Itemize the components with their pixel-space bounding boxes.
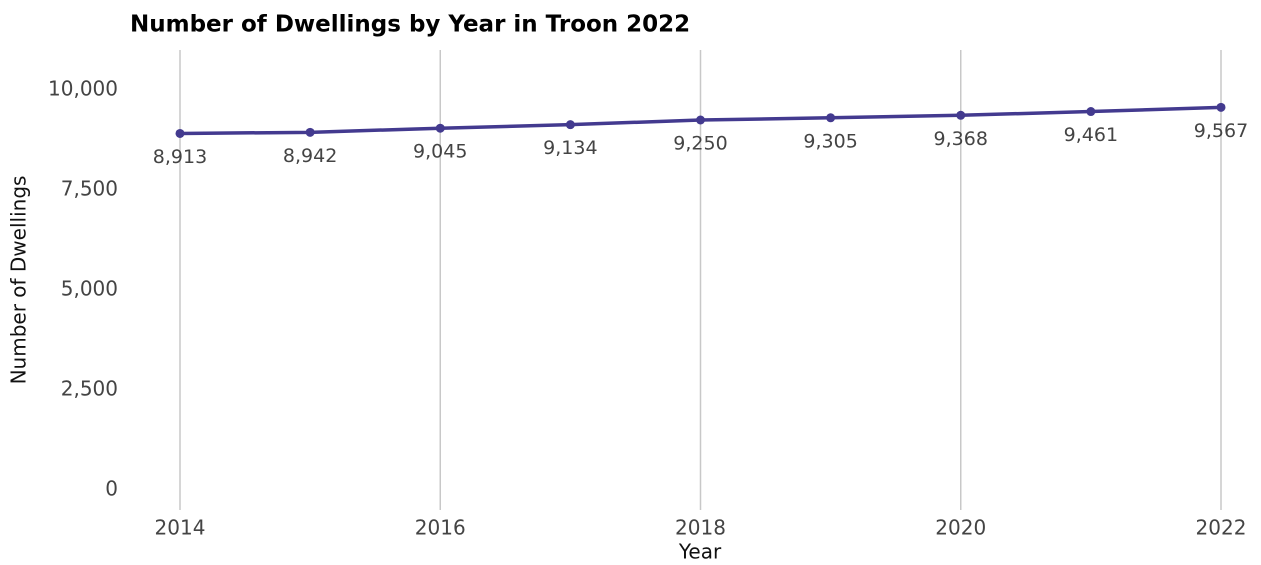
data-label: 9,250 — [673, 133, 727, 155]
x-tick-label: 2022 — [1196, 516, 1247, 540]
data-label: 9,368 — [934, 128, 988, 150]
data-label: 9,461 — [1064, 124, 1118, 146]
data-point — [696, 115, 705, 125]
x-tick-label: 2020 — [935, 516, 986, 540]
data-point — [956, 110, 966, 120]
chart-title: Number of Dwellings by Year in Troon 202… — [130, 12, 690, 38]
data-point — [435, 123, 445, 133]
data-label: 8,913 — [153, 146, 207, 168]
data-label: 9,305 — [803, 130, 857, 152]
data-point — [1216, 102, 1226, 112]
x-axis-title: Year — [678, 540, 722, 564]
x-tick-label: 2018 — [675, 516, 726, 540]
data-point — [305, 127, 315, 137]
data-point — [175, 128, 185, 138]
x-tick-label: 2016 — [415, 516, 466, 540]
data-point — [1086, 107, 1096, 117]
y-tick-label: 10,000 — [48, 77, 118, 101]
x-tick-label: 2014 — [155, 516, 206, 540]
y-tick-label: 0 — [105, 477, 118, 501]
data-label: 8,942 — [283, 145, 337, 167]
data-point — [565, 120, 575, 130]
data-point — [826, 113, 836, 123]
data-label: 9,134 — [543, 137, 597, 159]
y-axis-title: Number of Dwellings — [7, 176, 31, 385]
y-tick-label: 5,000 — [61, 277, 118, 301]
y-tick-label: 7,500 — [61, 177, 118, 201]
y-tick-label: 2,500 — [61, 377, 118, 401]
data-label: 9,567 — [1194, 120, 1248, 142]
data-label: 9,045 — [413, 141, 467, 163]
